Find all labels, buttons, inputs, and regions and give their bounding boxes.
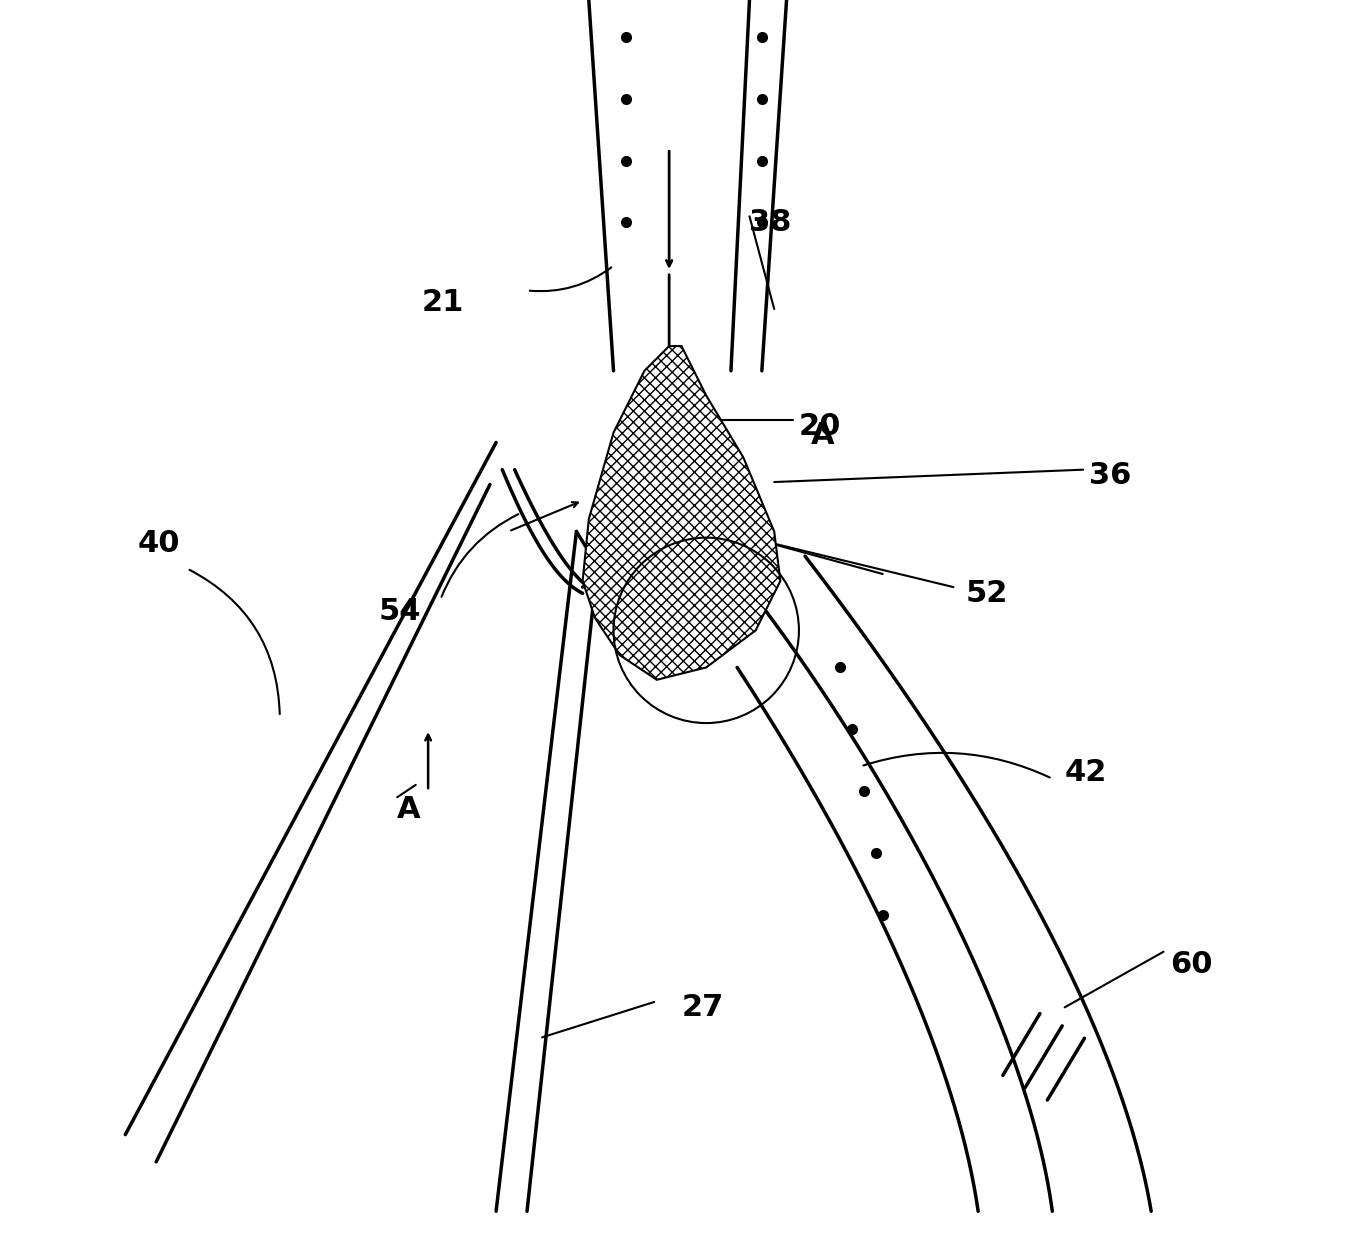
Text: A: A — [811, 420, 836, 450]
Text: A: A — [397, 795, 421, 824]
Text: 27: 27 — [682, 993, 724, 1022]
Text: 42: 42 — [1065, 758, 1107, 787]
Text: 40: 40 — [138, 529, 180, 559]
Text: 36: 36 — [1089, 461, 1131, 491]
Text: 38: 38 — [750, 208, 792, 237]
Text: 20: 20 — [799, 412, 841, 441]
Text: 54: 54 — [379, 597, 421, 627]
Text: 60: 60 — [1169, 949, 1212, 979]
Polygon shape — [582, 346, 781, 680]
Text: 52: 52 — [966, 578, 1009, 608]
Text: 21: 21 — [423, 288, 465, 318]
